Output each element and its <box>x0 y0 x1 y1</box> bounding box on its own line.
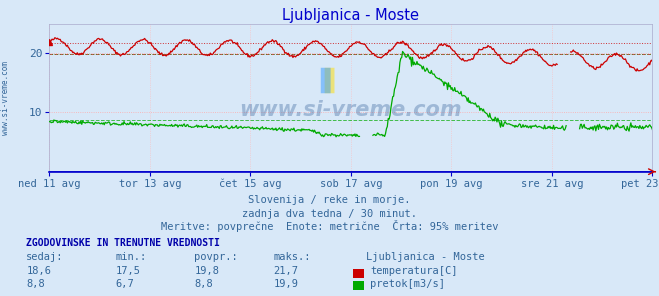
Text: www.si-vreme.com: www.si-vreme.com <box>1 61 10 135</box>
Text: www.si-vreme.com: www.si-vreme.com <box>240 99 462 120</box>
Text: 19,8: 19,8 <box>194 266 219 276</box>
Text: sedaj:: sedaj: <box>26 252 64 262</box>
Text: Meritve: povprečne  Enote: metrične  Črta: 95% meritev: Meritve: povprečne Enote: metrične Črta:… <box>161 220 498 232</box>
Text: 17,5: 17,5 <box>115 266 140 276</box>
Text: ZGODOVINSKE IN TRENUTNE VREDNOSTI: ZGODOVINSKE IN TRENUTNE VREDNOSTI <box>26 238 220 248</box>
Text: ▌: ▌ <box>320 67 339 93</box>
Text: 8,8: 8,8 <box>26 279 45 289</box>
Text: povpr.:: povpr.: <box>194 252 238 262</box>
Text: 8,8: 8,8 <box>194 279 213 289</box>
Text: 6,7: 6,7 <box>115 279 134 289</box>
Text: 18,6: 18,6 <box>26 266 51 276</box>
Text: temperatura[C]: temperatura[C] <box>370 266 458 276</box>
Text: min.:: min.: <box>115 252 146 262</box>
Text: zadnja dva tedna / 30 minut.: zadnja dva tedna / 30 minut. <box>242 209 417 219</box>
Text: 21,7: 21,7 <box>273 266 299 276</box>
Text: ▐: ▐ <box>314 67 333 93</box>
Text: 19,9: 19,9 <box>273 279 299 289</box>
Text: maks.:: maks.: <box>273 252 311 262</box>
Text: Slovenija / reke in morje.: Slovenija / reke in morje. <box>248 195 411 205</box>
Text: pretok[m3/s]: pretok[m3/s] <box>370 279 445 289</box>
Text: Ljubljanica - Moste: Ljubljanica - Moste <box>366 252 484 262</box>
Title: Ljubljanica - Moste: Ljubljanica - Moste <box>283 7 419 22</box>
